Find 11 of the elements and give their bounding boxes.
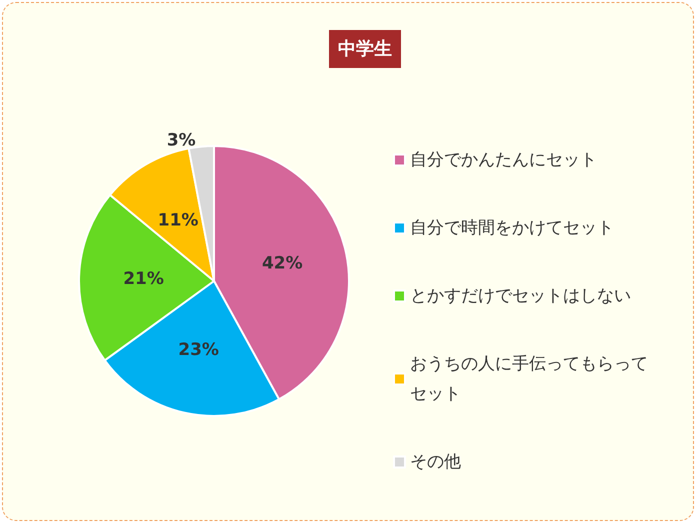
legend-label: とかすだけでセットはしない <box>410 286 631 306</box>
data-label: 11% <box>158 210 198 230</box>
data-label: 23% <box>178 340 219 360</box>
legend-label: 自分で時間をかけてセット <box>410 218 614 238</box>
data-label: 21% <box>123 268 164 289</box>
data-label: 42% <box>262 253 303 274</box>
data-label: 3% <box>166 130 196 151</box>
legend-label: おうちの人に手伝ってもらってセット <box>410 354 648 404</box>
legend-label: その他 <box>410 452 461 472</box>
chart-title: 中学生 <box>338 38 392 60</box>
legend-label: 自分でかんたんにセット <box>410 150 597 170</box>
